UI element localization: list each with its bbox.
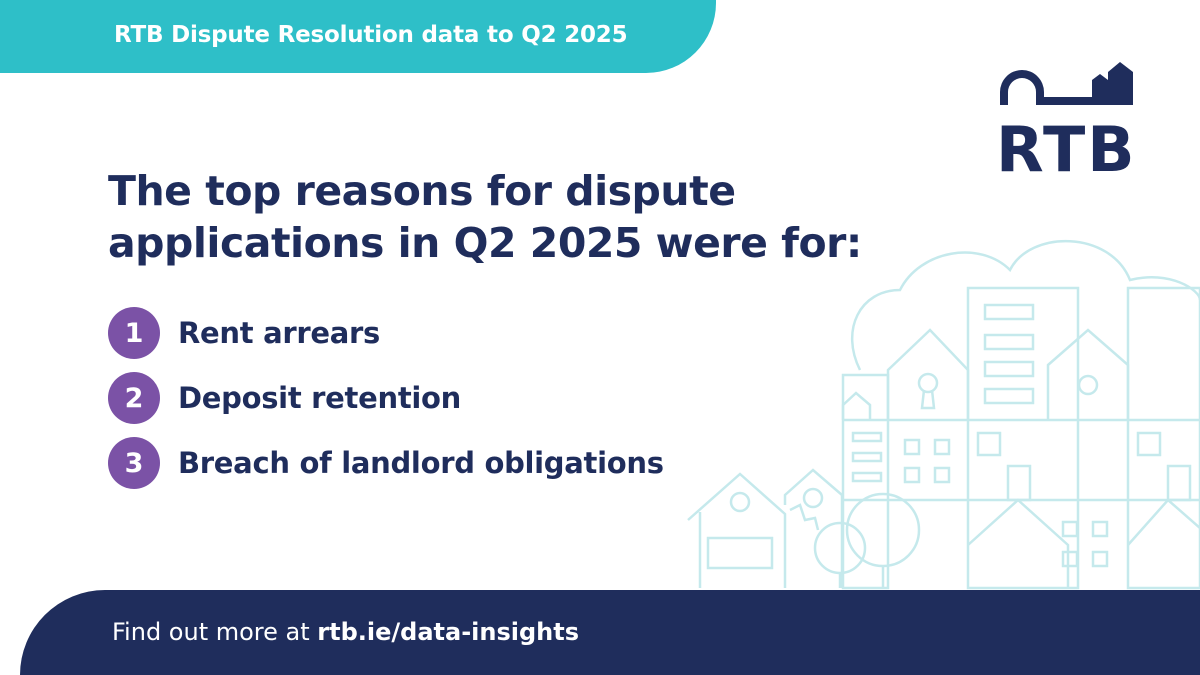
heading-line: The top reasons for dispute: [108, 167, 736, 215]
logo-text: RTB: [996, 113, 1137, 186]
reason-number: 3: [108, 437, 160, 489]
city-line: [920, 389, 936, 410]
city-line: [706, 536, 774, 570]
header-tab: RTB Dispute Resolution data to Q2 2025: [0, 0, 716, 73]
city-line: [841, 391, 872, 420]
reason-label: Rent arrears: [178, 316, 380, 350]
header-tab-text: RTB Dispute Resolution data to Q2 2025: [114, 22, 628, 48]
city-line: [967, 498, 1070, 588]
city-line: [1061, 550, 1079, 568]
city-line: [851, 471, 883, 483]
city-line: [783, 468, 844, 588]
city-line: [813, 521, 867, 575]
city-line: [802, 487, 824, 509]
city-line: [1091, 520, 1109, 538]
city-line: [983, 360, 1035, 378]
city-line: [983, 303, 1035, 321]
city-line: [1166, 464, 1192, 502]
city-line: [841, 373, 890, 590]
footer: Find out more at rtb.ie/data-insights: [20, 590, 1200, 675]
logo-house: [1092, 62, 1133, 105]
city-line: [1077, 374, 1099, 396]
reason-item: 2 Deposit retention: [108, 372, 461, 424]
reason-label: Deposit retention: [178, 381, 462, 415]
city-drawing: [687, 240, 1200, 590]
city-line: [687, 472, 787, 588]
logo-key: [1000, 70, 1092, 105]
heading: The top reasons for dispute applications …: [108, 165, 862, 269]
reason-number: 1: [108, 307, 160, 359]
city-line: [976, 431, 1002, 457]
city-line: [983, 333, 1035, 351]
city-line: [1046, 328, 1130, 420]
footer-prefix: Find out more at: [112, 618, 310, 646]
footer-link[interactable]: rtb.ie/data-insights: [317, 618, 580, 646]
city-line: [1127, 498, 1200, 546]
reason-number: 2: [108, 372, 160, 424]
city-line: [933, 438, 951, 456]
city-line: [1061, 520, 1079, 538]
city-line: [983, 387, 1035, 405]
reason-label: Breach of landlord obligations: [178, 446, 664, 480]
logo-mark: [1000, 62, 1133, 105]
city-line: [966, 286, 1080, 590]
city-line: [789, 503, 820, 531]
city-line: [850, 240, 1200, 371]
reason-item: 1 Rent arrears: [108, 307, 380, 359]
city-line: [729, 491, 751, 513]
city-line: [903, 438, 921, 456]
city-line: [851, 431, 883, 443]
city-line: [933, 466, 951, 484]
reason-item: 3 Breach of landlord obligations: [108, 437, 664, 489]
city-line: [851, 451, 883, 463]
city-line: [1091, 550, 1109, 568]
city-line: [1136, 431, 1162, 457]
footer-text: Find out more at rtb.ie/data-insights: [112, 618, 579, 646]
city-line: [917, 372, 939, 394]
city-line: [1126, 286, 1200, 590]
city-line: [903, 466, 921, 484]
city-line: [1006, 464, 1032, 502]
heading-line: applications in Q2 2025 were for:: [108, 219, 862, 267]
